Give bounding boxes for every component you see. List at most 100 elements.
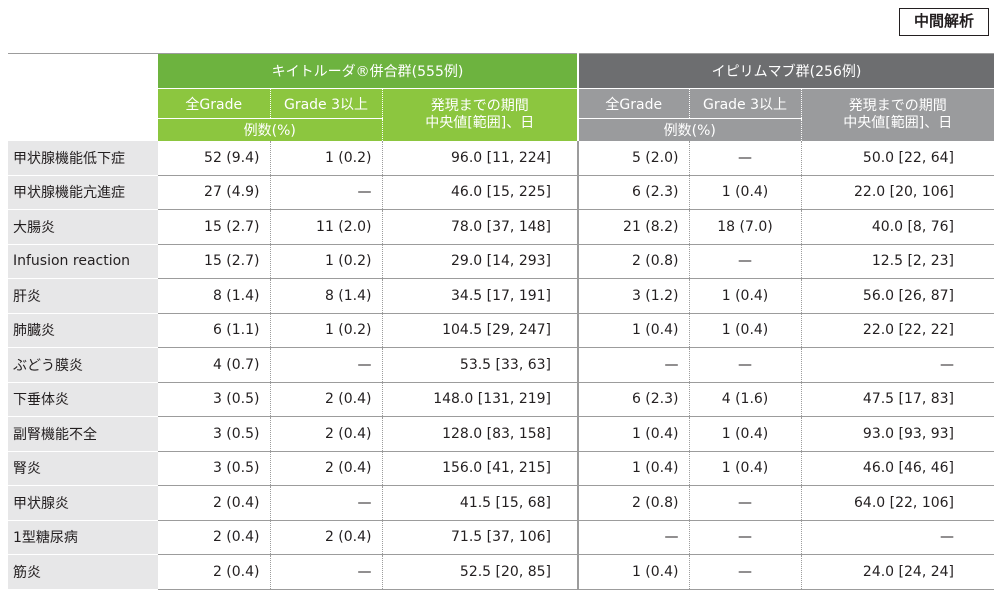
keytruda-group-header: キイトルーダ®併合群(555例)	[158, 53, 578, 89]
row-label: 副腎機能不全	[8, 416, 158, 452]
ipilimumab-grade3-cell: 18 (7.0)	[689, 209, 802, 245]
keytruda-all-grade-cell: 3 (0.5)	[158, 416, 271, 452]
ipilimumab-grade3-cell: 1 (0.4)	[689, 451, 802, 486]
keytruda-onset-cell: 29.0 [14, 293]	[382, 244, 578, 279]
ipilimumab-grade3-cell: —	[689, 244, 802, 279]
ipilimumab-all-grade-cell: 1 (0.4)	[577, 313, 690, 348]
ipilimumab-all-grade-cell: 21 (8.2)	[577, 209, 690, 245]
ipilimumab-onset-cell: 22.0 [22, 22]	[801, 313, 994, 348]
ipilimumab-grade3-cell: —	[689, 347, 802, 383]
keytruda-grade3-cell: 1 (0.2)	[270, 141, 383, 176]
keytruda-grade3-header: Grade 3以上	[270, 88, 383, 119]
keytruda-grade3-cell: 2 (0.4)	[270, 520, 383, 555]
keytruda-grade3-cell: 2 (0.4)	[270, 382, 383, 417]
keytruda-all-grade-header: 全Grade	[158, 88, 271, 119]
table-body: 甲状腺機能低下症 52 (9.4) 1 (0.2) 96.0 [11, 224] 5 (…	[8, 141, 994, 590]
ipilimumab-onset-cell: 93.0 [93, 93]	[801, 416, 994, 452]
keytruda-all-grade-cell: 2 (0.4)	[158, 554, 271, 590]
row-label: 甲状腺機能亢進症	[8, 175, 158, 210]
table-row: 下垂体炎 3 (0.5) 2 (0.4) 148.0 [131, 219] 6 (2.3…	[8, 382, 994, 417]
ipilimumab-onset-cell: 40.0 [8, 76]	[801, 209, 994, 245]
ipilimumab-all-grade-cell: 2 (0.8)	[577, 485, 690, 521]
ipilimumab-grade3-cell: —	[689, 554, 802, 590]
row-label: Infusion reaction	[8, 244, 158, 279]
row-label: 下垂体炎	[8, 382, 158, 417]
keytruda-grade3-cell: 2 (0.4)	[270, 416, 383, 452]
keytruda-onset-cell: 46.0 [15, 225]	[382, 175, 578, 210]
keytruda-all-grade-cell: 2 (0.4)	[158, 485, 271, 521]
table-row: 大腸炎 15 (2.7) 11 (2.0) 78.0 [37, 148] 21 (8.2…	[8, 209, 994, 245]
ipilimumab-all-grade-cell: —	[577, 520, 690, 555]
interim-analysis-badge: 中間解析	[899, 8, 989, 36]
keytruda-onset-cell: 52.5 [20, 85]	[382, 554, 578, 590]
row-label: 筋炎	[8, 554, 158, 590]
keytruda-onset-cell: 41.5 [15, 68]	[382, 485, 578, 521]
keytruda-grade3-cell: 11 (2.0)	[270, 209, 383, 245]
keytruda-all-grade-cell: 6 (1.1)	[158, 313, 271, 348]
keytruda-all-grade-cell: 52 (9.4)	[158, 141, 271, 176]
ipilimumab-onset-cell: —	[801, 520, 994, 555]
table-row: 腎炎 3 (0.5) 2 (0.4) 156.0 [41, 215] 1 (0.4) 1 …	[8, 451, 994, 486]
keytruda-grade3-cell: —	[270, 554, 383, 590]
ipilimumab-grade3-cell: 1 (0.4)	[689, 278, 802, 314]
keytruda-grade3-cell: 8 (1.4)	[270, 278, 383, 314]
ipilimumab-onset-cell: 24.0 [24, 24]	[801, 554, 994, 590]
keytruda-all-grade-cell: 15 (2.7)	[158, 209, 271, 245]
keytruda-onset-cell: 34.5 [17, 191]	[382, 278, 578, 314]
keytruda-all-grade-cell: 2 (0.4)	[158, 520, 271, 555]
ipilimumab-grade3-cell: 1 (0.4)	[689, 175, 802, 210]
ipilimumab-all-grade-cell: 3 (1.2)	[577, 278, 690, 314]
ipilimumab-onset-cell: 46.0 [46, 46]	[801, 451, 994, 486]
table-row: 甲状腺機能低下症 52 (9.4) 1 (0.2) 96.0 [11, 224] 5 (…	[8, 141, 994, 176]
ipilimumab-all-grade-cell: 5 (2.0)	[577, 141, 690, 176]
keytruda-all-grade-cell: 3 (0.5)	[158, 382, 271, 417]
table-row: 筋炎 2 (0.4) —52.5 [20, 85] 1 (0.4) —24.0 [24,…	[8, 554, 994, 590]
keytruda-onset-line2: 中央値[範囲]、日	[425, 115, 535, 131]
keytruda-onset-cell: 78.0 [37, 148]	[382, 209, 578, 245]
ipilimumab-all-grade-cell: —	[577, 347, 690, 383]
ipilimumab-grade3-header: Grade 3以上	[689, 88, 802, 119]
keytruda-onset-cell: 148.0 [131, 219]	[382, 382, 578, 417]
keytruda-onset-cell: 156.0 [41, 215]	[382, 451, 578, 486]
ipilimumab-all-grade-header: 全Grade	[577, 88, 690, 119]
row-label: 肺臓炎	[8, 313, 158, 348]
ipilimumab-all-grade-cell: 1 (0.4)	[577, 451, 690, 486]
keytruda-cases-pct-header: 例数(%)	[158, 118, 383, 141]
ipilimumab-grade3-cell: 4 (1.6)	[689, 382, 802, 417]
ipilimumab-onset-line2: 中央値[範囲]、日	[843, 115, 953, 131]
keytruda-grade3-cell: —	[270, 347, 383, 383]
keytruda-all-grade-cell: 27 (4.9)	[158, 175, 271, 210]
keytruda-all-grade-cell: 8 (1.4)	[158, 278, 271, 314]
table-row: 甲状腺機能亢進症 27 (4.9) —46.0 [15, 225] 6 (2.3) 1 …	[8, 175, 994, 210]
keytruda-onset-line1: 発現までの期間	[430, 98, 529, 114]
row-label: ぶどう膜炎	[8, 347, 158, 383]
ipilimumab-grade3-cell: —	[689, 485, 802, 521]
ipilimumab-onset-cell: 22.0 [20, 106]	[801, 175, 994, 210]
keytruda-grade3-cell: 2 (0.4)	[270, 451, 383, 486]
row-label: 甲状腺機能低下症	[8, 141, 158, 176]
table-row: 肝炎 8 (1.4) 8 (1.4) 34.5 [17, 191] 3 (1.2) 1 (…	[8, 278, 994, 314]
ipilimumab-onset-cell: 50.0 [22, 64]	[801, 141, 994, 176]
keytruda-all-grade-cell: 15 (2.7)	[158, 244, 271, 279]
adverse-events-table: キイトルーダ®併合群(555例) イピリムマブ群(256例) 全Grade Gr…	[8, 53, 994, 590]
ipilimumab-all-grade-cell: 6 (2.3)	[577, 382, 690, 417]
keytruda-onset-cell: 53.5 [33, 63]	[382, 347, 578, 383]
table-row: 甲状腺炎 2 (0.4) —41.5 [15, 68] 2 (0.8) —64.0 [2…	[8, 485, 994, 521]
ipilimumab-all-grade-cell: 6 (2.3)	[577, 175, 690, 210]
keytruda-grade3-cell: 1 (0.2)	[270, 244, 383, 279]
keytruda-onset-cell: 96.0 [11, 224]	[382, 141, 578, 176]
keytruda-onset-header: 発現までの期間 中央値[範囲]、日	[382, 88, 578, 141]
ipilimumab-onset-line1: 発現までの期間	[848, 98, 947, 114]
ipilimumab-onset-cell: 64.0 [22, 106]	[801, 485, 994, 521]
ipilimumab-onset-cell: 12.5 [2, 23]	[801, 244, 994, 279]
ipilimumab-grade3-cell: 1 (0.4)	[689, 313, 802, 348]
keytruda-all-grade-cell: 4 (0.7)	[158, 347, 271, 383]
ipilimumab-grade3-cell: 1 (0.4)	[689, 416, 802, 452]
table-row: 1型糖尿病 2 (0.4) 2 (0.4) 71.5 [37, 106] — — —	[8, 520, 994, 555]
ipilimumab-onset-cell: 56.0 [26, 87]	[801, 278, 994, 314]
ipilimumab-cases-pct-header: 例数(%)	[577, 118, 802, 141]
row-label: 大腸炎	[8, 209, 158, 245]
row-label: 腎炎	[8, 451, 158, 486]
keytruda-onset-cell: 71.5 [37, 106]	[382, 520, 578, 555]
ipilimumab-all-grade-cell: 2 (0.8)	[577, 244, 690, 279]
